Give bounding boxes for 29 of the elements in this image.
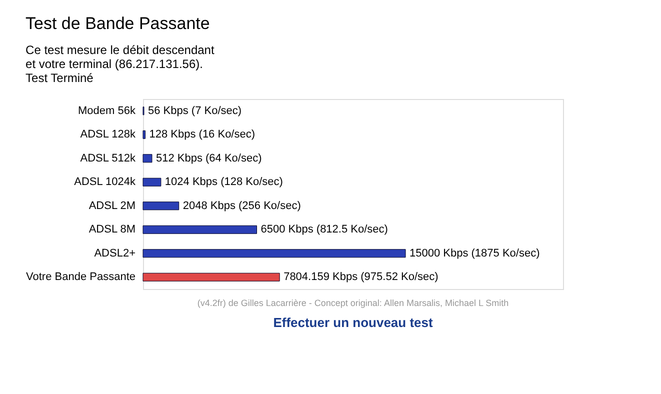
text: Ce test mesure le débit descendant [26,43,215,57]
chart-title: Test de Bande Passante [26,14,210,33]
data-label: 1024 Kbps (128 Ko/sec) [164,176,283,188]
bar [142,178,162,186]
y-tick-label: ADSL2+ [94,247,136,260]
bar [142,272,280,282]
data-label: 7804.159 Kbps (975.52 Ko/sec) [284,271,438,284]
bar [142,202,180,210]
data-label: 6500 Kbps (812.5 Ko/sec) [260,224,388,236]
data-label: 15000 Kbps (1875 Ko/sec) [410,247,540,260]
data-label: 512 Kbps (64 Ko/sec) [156,152,262,164]
y-tick-label: ADSL 512k [80,152,136,164]
bar [142,249,406,258]
y-tick-label: Modem 56k [78,104,136,117]
y-tick-label: ADSL 128k [80,128,136,141]
y-tick-label: ADSL 8M [88,224,136,236]
data-label: 128 Kbps (16 Ko/sec) [149,128,256,141]
y-tick-label: ADSL 2M [88,200,136,212]
bar [142,130,146,139]
bar [142,225,257,234]
text: Test Terminé [26,71,94,85]
data-label: 56 Kbps (7 Ko/sec) [148,104,242,117]
text: Effectuer un nouveau test [273,315,434,330]
data-label: 2048 Kbps (256 Ko/sec) [182,200,301,212]
text: et votre terminal (86.217.131.56). [26,57,203,71]
y-tick-label: Votre Bande Passante [26,271,136,284]
y-tick-label: ADSL 1024k [74,176,136,188]
bar [142,154,152,163]
text: (v4.2fr) de Gilles Lacarrière - Concept original: Allen Marsalis, Michael L Smith [197,298,509,308]
